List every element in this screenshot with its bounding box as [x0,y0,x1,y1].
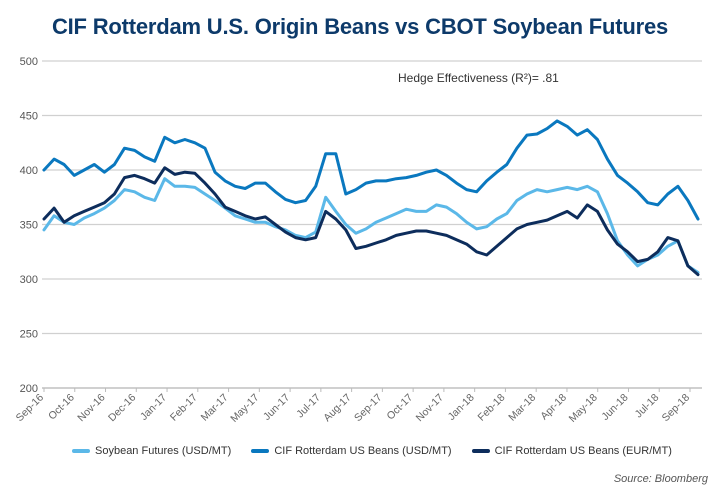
legend: Soybean Futures (USD/MT) CIF Rotterdam U… [72,445,672,457]
series-line-0 [42,177,700,274]
x-tick-label: Jun-17 [261,392,292,423]
x-tick-label: Mar-17 [199,392,231,424]
legend-label: CIF Rotterdam US Beans (EUR/MT) [494,445,672,457]
x-tick-label: Jul-17 [294,392,323,421]
legend-swatch [471,449,490,453]
legend-swatch [251,449,270,453]
x-tick-label: Feb-17 [168,392,200,424]
y-tick-label: 200 [20,383,38,395]
x-tick-label: Nov-16 [75,392,108,425]
x-tick-label: Dec-16 [106,392,139,425]
x-tick-label: Oct-16 [46,392,77,423]
y-tick-label: 350 [20,220,38,232]
y-tick-label: 450 [20,111,38,123]
y-tick-label: 400 [20,165,38,177]
x-tick-label: Jun-18 [599,392,630,423]
legend-item-soybean-futures: Soybean Futures (USD/MT) [72,445,231,457]
chart-title: CIF Rotterdam U.S. Origin Beans vs CBOT … [51,14,669,39]
x-tick-label: Sep-18 [660,392,693,425]
x-tick-label: Jul-18 [633,392,662,421]
x-tick-label: Sep-16 [14,392,47,425]
x-tick-label: May-18 [567,392,600,425]
x-tick-label: Jan-18 [446,392,477,423]
legend-label: Soybean Futures (USD/MT) [95,445,232,457]
legend-item-cif-usd: CIF Rotterdam US Beans (USD/MT) [251,445,452,457]
series-line-1 [42,119,700,221]
hedge-effectiveness-annotation: Hedge Effectiveness (R²)= .81 [398,71,559,85]
x-tick-label: Aug-17 [321,392,354,425]
legend-label: CIF Rotterdam US Beans (USD/MT) [274,445,452,457]
source-note: Source: Bloomberg [613,473,708,485]
x-tick-label: Apr-18 [538,392,569,423]
y-tick-label: 300 [20,274,38,286]
x-tick-label: Feb-18 [476,392,508,424]
x-tick-label: May-17 [228,392,261,425]
legend-item-cif-eur: CIF Rotterdam US Beans (EUR/MT) [471,445,672,457]
x-tick-label: Jan-17 [138,392,169,423]
x-tick-label: Sep-17 [352,392,385,425]
y-tick-label: 250 [20,329,38,341]
y-tick-label: 500 [20,56,38,68]
series-line-2 [42,166,700,277]
x-tick-label: Oct-17 [384,392,415,423]
x-tick-label: Nov-17 [414,392,447,425]
legend-swatch [72,449,90,453]
x-tick-label: Mar-18 [506,392,538,424]
